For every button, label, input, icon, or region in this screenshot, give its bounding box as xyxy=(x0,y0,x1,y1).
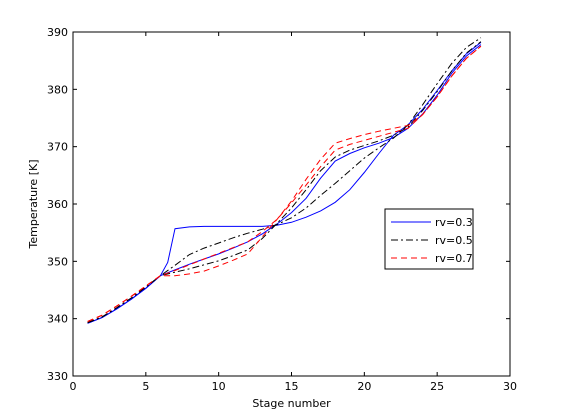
x-tick-label: 0 xyxy=(70,380,77,393)
series-line-rv-0-7-b xyxy=(87,45,482,322)
series-line-rv-0-5-b xyxy=(87,37,482,324)
y-tick-label: 330 xyxy=(47,370,68,383)
ticks-layer: 0 5 10 15 20 25 30 330 340 350 360 370 380 390 xyxy=(47,26,517,393)
x-tick-label: 10 xyxy=(212,380,226,393)
plot-area xyxy=(72,31,511,377)
legend-label: rv=0.5 xyxy=(435,234,473,247)
y-tick-label: 380 xyxy=(47,83,68,96)
series-layer xyxy=(87,37,482,324)
y-axis-label: Temperature [K] xyxy=(27,160,40,250)
legend-label: rv=0.3 xyxy=(435,216,473,229)
y-tick-label: 390 xyxy=(47,26,68,39)
legend-label: rv=0.7 xyxy=(435,252,473,265)
y-tick-label: 350 xyxy=(47,255,68,268)
x-tick-label: 30 xyxy=(503,380,517,393)
legend: rv=0.3 rv=0.5 rv=0.7 xyxy=(384,208,474,270)
series-line-rv-0-7-a xyxy=(87,45,482,322)
x-tick-label: 5 xyxy=(142,380,149,393)
x-tick-label: 20 xyxy=(357,380,371,393)
x-axis-label: Stage number xyxy=(252,397,331,410)
x-tick-label: 25 xyxy=(430,380,444,393)
y-tick-label: 340 xyxy=(47,313,68,326)
x-tick-label: 15 xyxy=(285,380,299,393)
y-tick-label: 370 xyxy=(47,141,68,154)
y-tick-label: 360 xyxy=(47,198,68,211)
legend-box xyxy=(384,208,474,270)
